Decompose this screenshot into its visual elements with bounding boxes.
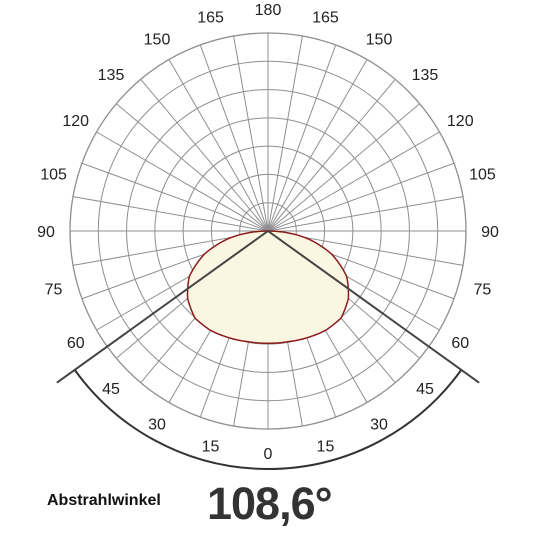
angle-label: 165 bbox=[312, 10, 339, 27]
angle-label: 165 bbox=[197, 10, 224, 27]
grid-spoke bbox=[267, 35, 303, 232]
grid-spoke bbox=[168, 59, 269, 232]
grid-spoke bbox=[267, 79, 396, 232]
angle-label: 30 bbox=[370, 416, 388, 433]
grid-spoke bbox=[267, 131, 440, 232]
grid-spoke bbox=[72, 196, 269, 232]
angle-label: 75 bbox=[45, 281, 63, 298]
angle-label: 120 bbox=[62, 113, 89, 130]
beam-angle-layer bbox=[56, 230, 480, 471]
beam-angle-value: 108,6° bbox=[207, 478, 333, 529]
grid-spoke bbox=[96, 131, 269, 232]
grid-spoke bbox=[116, 103, 269, 232]
angle-label: 0 bbox=[264, 446, 273, 463]
beam-angle-line bbox=[56, 230, 269, 384]
angle-label: 30 bbox=[148, 416, 166, 433]
angle-label: 105 bbox=[40, 167, 67, 184]
grid-spoke bbox=[267, 59, 368, 232]
angle-label: 60 bbox=[451, 335, 469, 352]
angle-label: 45 bbox=[416, 381, 434, 398]
angle-label: 135 bbox=[98, 67, 125, 84]
angle-label: 90 bbox=[481, 224, 499, 241]
angle-label: 90 bbox=[37, 224, 55, 241]
angle-label: 15 bbox=[317, 438, 335, 455]
beam-angle-label: Abstrahlwinkel bbox=[47, 492, 161, 509]
angle-label: 180 bbox=[255, 2, 282, 19]
angle-label: 15 bbox=[202, 438, 220, 455]
angle-label: 150 bbox=[366, 32, 393, 49]
grid-spoke bbox=[81, 162, 269, 232]
grid-spoke bbox=[267, 103, 420, 232]
angle-label: 45 bbox=[102, 381, 120, 398]
grid-spoke bbox=[267, 196, 464, 232]
angle-label: 60 bbox=[67, 335, 85, 352]
angle-label: 150 bbox=[144, 32, 171, 49]
grid-spoke bbox=[199, 44, 269, 232]
angle-label: 75 bbox=[474, 281, 492, 298]
intensity-curve-layer bbox=[186, 230, 350, 345]
beam-angle-line bbox=[267, 230, 480, 384]
angle-label: 135 bbox=[412, 67, 439, 84]
grid-spoke bbox=[233, 35, 269, 232]
grid-spoke bbox=[267, 162, 455, 232]
grid-spoke bbox=[140, 79, 269, 232]
grid-spoke bbox=[267, 44, 337, 232]
angle-label: 120 bbox=[447, 113, 474, 130]
angle-label: 105 bbox=[469, 167, 496, 184]
beam-angle-arc bbox=[73, 369, 463, 471]
intensity-curve bbox=[186, 230, 350, 345]
